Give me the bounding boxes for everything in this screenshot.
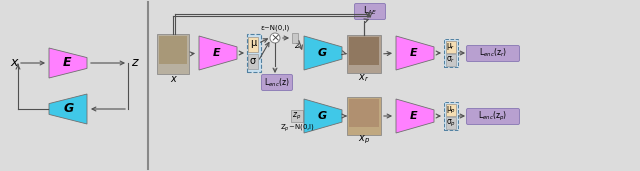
FancyBboxPatch shape	[292, 33, 298, 43]
Text: σ$_p$: σ$_p$	[446, 117, 456, 129]
FancyBboxPatch shape	[248, 37, 258, 52]
FancyBboxPatch shape	[347, 35, 381, 73]
Polygon shape	[304, 36, 342, 70]
FancyBboxPatch shape	[444, 102, 458, 130]
FancyBboxPatch shape	[467, 109, 520, 124]
Text: μ$_r$: μ$_r$	[446, 42, 456, 52]
FancyBboxPatch shape	[157, 34, 189, 74]
FancyBboxPatch shape	[446, 104, 456, 116]
Text: ε~N(0,I): ε~N(0,I)	[260, 25, 290, 31]
Text: L$_{enc}$(z$_p$): L$_{enc}$(z$_p$)	[478, 109, 508, 123]
FancyBboxPatch shape	[446, 41, 456, 53]
FancyBboxPatch shape	[248, 54, 258, 69]
FancyBboxPatch shape	[444, 39, 458, 67]
FancyBboxPatch shape	[247, 34, 261, 72]
Text: x: x	[10, 56, 18, 69]
FancyBboxPatch shape	[262, 75, 292, 90]
FancyBboxPatch shape	[446, 54, 456, 66]
Text: L$_{AE}$: L$_{AE}$	[363, 5, 377, 17]
FancyBboxPatch shape	[347, 97, 381, 135]
Circle shape	[270, 33, 280, 43]
Text: G: G	[317, 111, 326, 121]
Text: L$_{enc}$(z$_r$): L$_{enc}$(z$_r$)	[479, 47, 507, 59]
FancyBboxPatch shape	[159, 36, 187, 64]
Text: G: G	[317, 48, 326, 58]
Text: E: E	[213, 48, 221, 58]
Text: σ$_r$: σ$_r$	[446, 55, 456, 65]
FancyBboxPatch shape	[349, 99, 379, 127]
Polygon shape	[49, 48, 87, 78]
FancyBboxPatch shape	[291, 110, 303, 122]
Polygon shape	[304, 99, 342, 133]
FancyBboxPatch shape	[355, 3, 385, 19]
Polygon shape	[396, 99, 434, 133]
Text: L$_{enc}$(z): L$_{enc}$(z)	[264, 76, 290, 89]
Text: E: E	[410, 111, 418, 121]
Text: x$_r$: x$_r$	[358, 72, 370, 84]
Text: x: x	[170, 74, 176, 84]
Text: x$_p$: x$_p$	[358, 134, 370, 146]
Polygon shape	[199, 36, 237, 70]
Polygon shape	[396, 36, 434, 70]
Text: E: E	[63, 56, 71, 69]
Text: μ: μ	[250, 38, 256, 49]
FancyBboxPatch shape	[467, 45, 520, 62]
Text: z$_p$: z$_p$	[292, 110, 301, 122]
FancyBboxPatch shape	[446, 117, 456, 129]
Text: Z$_p$~N(0,I): Z$_p$~N(0,I)	[280, 122, 314, 134]
Text: ×: ×	[270, 33, 280, 43]
FancyBboxPatch shape	[349, 37, 379, 65]
Text: G: G	[64, 102, 74, 115]
Text: E: E	[410, 48, 418, 58]
Text: z: z	[131, 56, 137, 69]
Text: μ$_p$: μ$_p$	[446, 104, 456, 116]
Text: σ: σ	[250, 56, 256, 67]
Polygon shape	[49, 94, 87, 124]
Text: z: z	[294, 41, 298, 49]
